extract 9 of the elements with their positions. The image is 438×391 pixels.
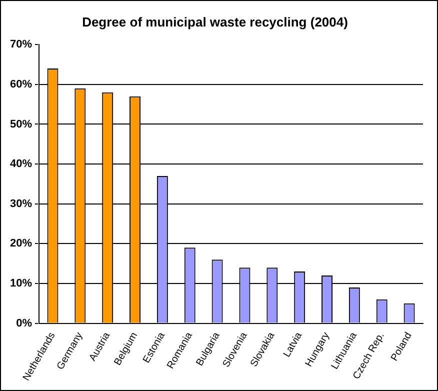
chart-title: Degree of municipal waste recycling (2004) [82, 14, 348, 30]
y-tick-label: 0% [16, 317, 32, 330]
y-tick-label: 60% [10, 78, 32, 90]
y-tick-label: 70% [10, 38, 32, 51]
y-tick-label: 20% [10, 238, 32, 250]
y-tick-label: 10% [10, 278, 32, 290]
y-tick-label: 40% [10, 158, 32, 170]
y-tick-label: 30% [10, 198, 32, 210]
y-tick-label: 50% [10, 118, 32, 130]
